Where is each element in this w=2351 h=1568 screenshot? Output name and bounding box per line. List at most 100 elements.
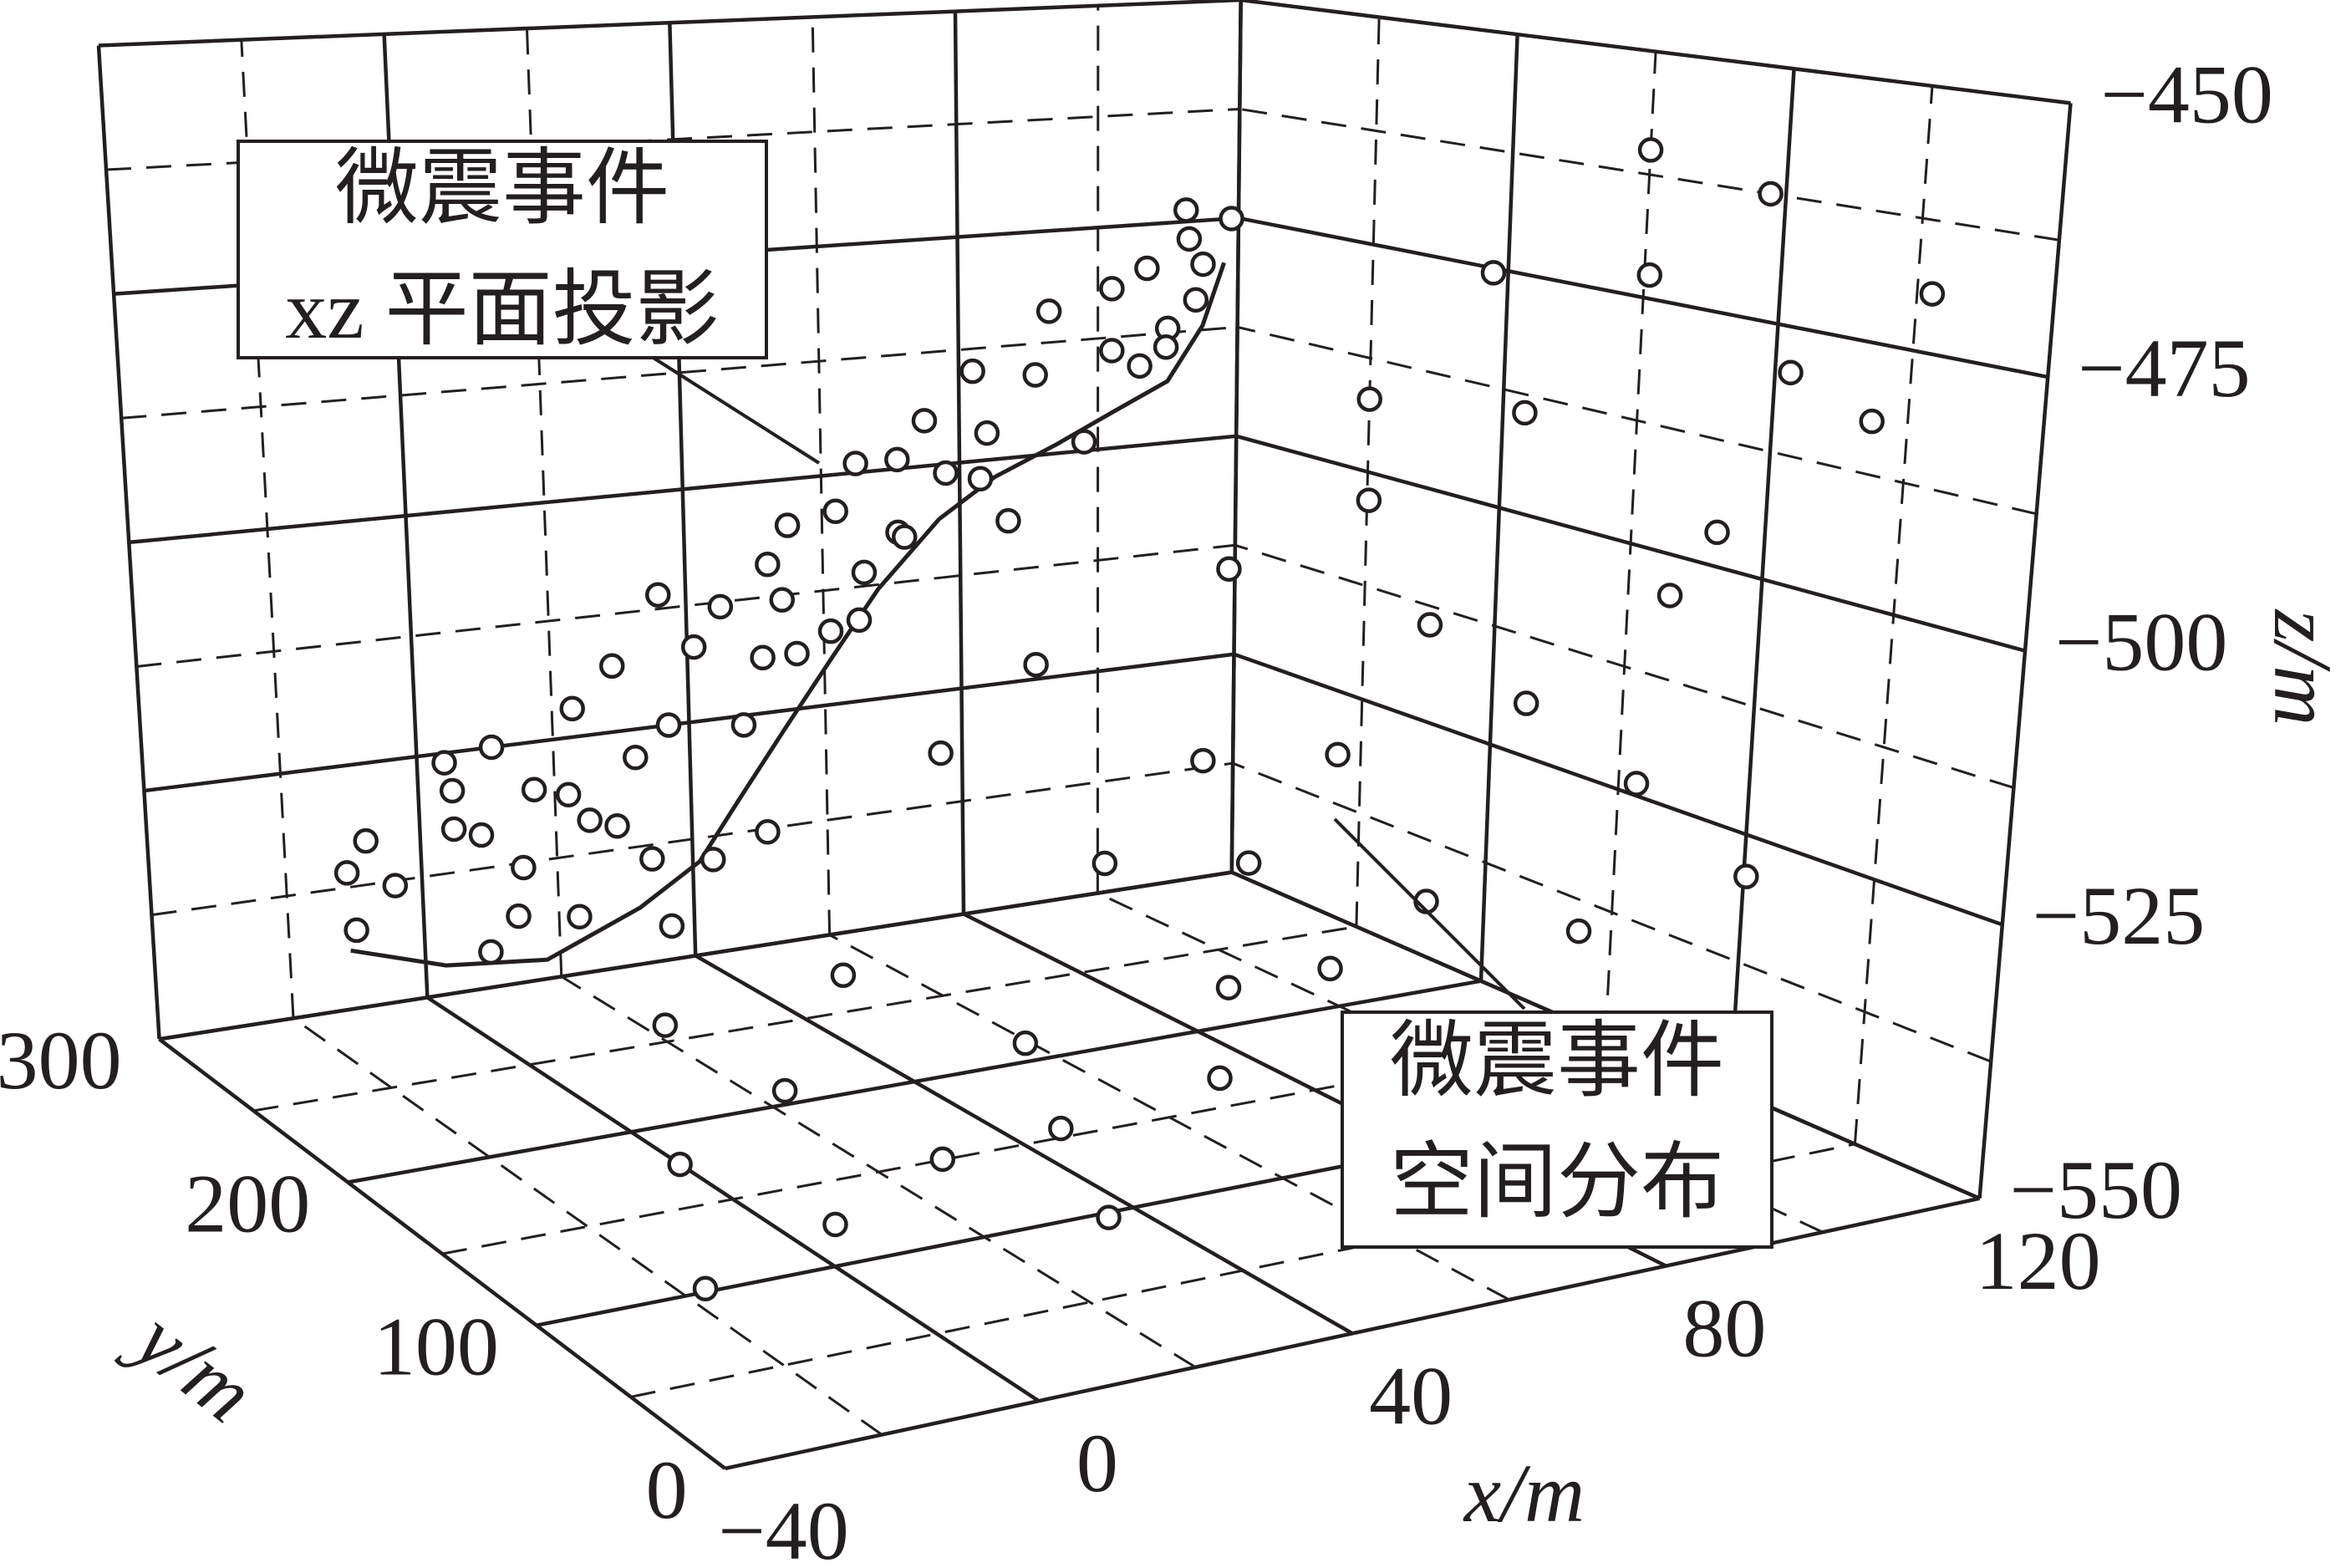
annotation-text: 微震事件 <box>1390 1015 1724 1107</box>
point <box>884 446 910 473</box>
point <box>1565 918 1592 944</box>
point <box>730 712 757 738</box>
grid-line <box>1235 434 2026 653</box>
point <box>1778 359 1804 386</box>
point <box>652 1012 679 1038</box>
x-tick-label: 120 <box>1976 1214 2101 1307</box>
minor-grid-line <box>105 107 1240 171</box>
point <box>784 640 810 667</box>
point <box>1417 612 1443 638</box>
z-tick-label: −525 <box>2033 869 2205 962</box>
point <box>911 408 938 434</box>
point <box>478 734 505 761</box>
point <box>1176 226 1203 252</box>
grid-line <box>98 0 1241 48</box>
point <box>891 524 918 550</box>
y-axis-title: y/m <box>113 1288 271 1440</box>
point <box>1513 690 1539 716</box>
point <box>1216 556 1242 582</box>
point <box>700 847 726 873</box>
z-tick-label: −550 <box>2010 1143 2182 1236</box>
grid-line <box>1238 216 2048 379</box>
point <box>439 777 466 804</box>
point <box>333 860 360 886</box>
point <box>1012 1030 1039 1056</box>
point <box>933 460 959 486</box>
point <box>1048 1115 1074 1142</box>
point <box>468 822 495 848</box>
point <box>1207 1065 1233 1092</box>
point <box>598 653 625 680</box>
point <box>1637 137 1664 163</box>
point <box>1099 276 1125 302</box>
point <box>1023 651 1049 678</box>
x-tick-label: 40 <box>1369 1349 1453 1442</box>
point <box>1512 400 1538 426</box>
x-tick-label: −40 <box>718 1484 848 1568</box>
point <box>842 451 868 476</box>
point <box>1099 338 1125 364</box>
minor-grid-line <box>1237 325 2037 516</box>
point <box>822 498 848 524</box>
point <box>1656 583 1683 608</box>
annotation-text: 空间分布 <box>1390 1136 1724 1229</box>
point <box>382 873 409 899</box>
point <box>1092 850 1118 877</box>
point <box>1623 771 1650 797</box>
point <box>1036 298 1062 324</box>
point <box>929 1146 956 1173</box>
grid-line <box>96 45 161 1040</box>
annotation-text: xz 平面投影 <box>285 263 719 356</box>
grid-line <box>159 870 1233 1041</box>
grid-line <box>695 954 1354 1336</box>
annotation-box <box>1341 1011 1773 1249</box>
point <box>846 607 873 634</box>
grid-line <box>347 979 1482 1184</box>
point <box>1919 281 1946 307</box>
minor-grid-line <box>630 1143 1855 1398</box>
point <box>1127 353 1153 379</box>
y-tick-label: 200 <box>185 1157 310 1250</box>
point <box>555 781 582 807</box>
point <box>851 559 878 586</box>
point <box>353 827 379 854</box>
point <box>659 913 685 939</box>
point <box>769 587 795 613</box>
point <box>967 466 994 491</box>
point <box>750 644 776 671</box>
minor-grid-line <box>1234 543 2014 789</box>
point <box>431 750 457 776</box>
point <box>995 507 1021 534</box>
minor-grid-line <box>1239 107 2060 242</box>
point <box>655 712 682 738</box>
point <box>1190 251 1216 277</box>
point <box>623 745 649 771</box>
minor-grid-line <box>253 925 1357 1112</box>
point <box>478 939 504 965</box>
point <box>604 812 630 839</box>
point <box>1235 850 1262 876</box>
x-tick-label: 80 <box>1682 1282 1766 1375</box>
point <box>1733 863 1759 889</box>
point <box>928 740 954 766</box>
point <box>1325 741 1351 768</box>
grid-line <box>144 652 1234 793</box>
point <box>1071 429 1097 455</box>
point <box>1317 955 1343 982</box>
x-tick-label: 0 <box>1076 1417 1118 1509</box>
z-tick-label: −450 <box>2100 48 2272 140</box>
point <box>774 512 801 538</box>
point <box>771 1077 798 1104</box>
point <box>1173 197 1199 223</box>
point <box>1859 408 1885 435</box>
point <box>830 962 857 989</box>
grid-line <box>1233 652 2003 927</box>
point <box>755 552 781 578</box>
point <box>511 854 537 881</box>
point <box>1134 255 1160 282</box>
leader-line <box>1333 817 1526 1011</box>
z-axis-title: z/m <box>2257 608 2349 726</box>
point <box>959 358 985 384</box>
point <box>559 695 585 722</box>
